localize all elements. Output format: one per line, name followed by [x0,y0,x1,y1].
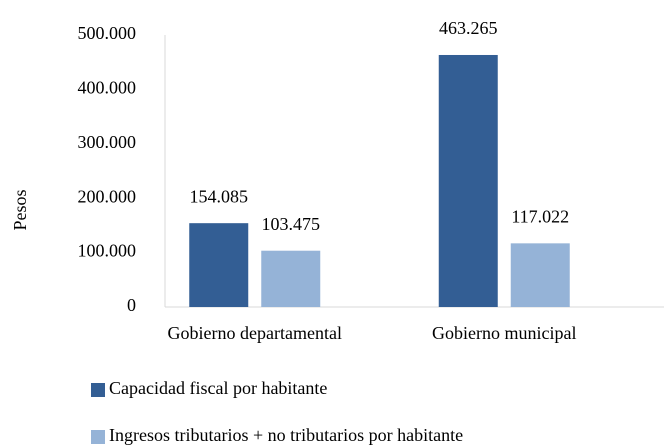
y-tick-label: 300.000 [78,132,137,152]
x-tick-label: Gobierno municipal [432,323,576,343]
legend-swatch [91,430,105,444]
data-label: 117.022 [511,206,569,226]
y-tick-label: 0 [127,295,136,315]
y-tick-label: 200.000 [78,186,137,206]
data-label: 463.265 [439,18,498,38]
y-tick-label: 500.000 [78,23,137,43]
data-label: 103.475 [262,214,321,234]
bar [189,223,249,307]
legend-swatch [91,383,105,397]
bar [438,54,498,307]
legend-label: Capacidad fiscal por habitante [109,378,327,398]
bar [510,243,570,307]
y-axis-label: Pesos [10,189,30,230]
bar [261,250,321,307]
y-tick-label: 400.000 [78,78,137,98]
legend-label: Ingresos tributarios + no tributarios po… [109,425,463,445]
y-tick-label: 100.000 [78,241,137,261]
data-label: 154.085 [190,186,249,206]
x-tick-label: Gobierno departamental [168,323,342,343]
